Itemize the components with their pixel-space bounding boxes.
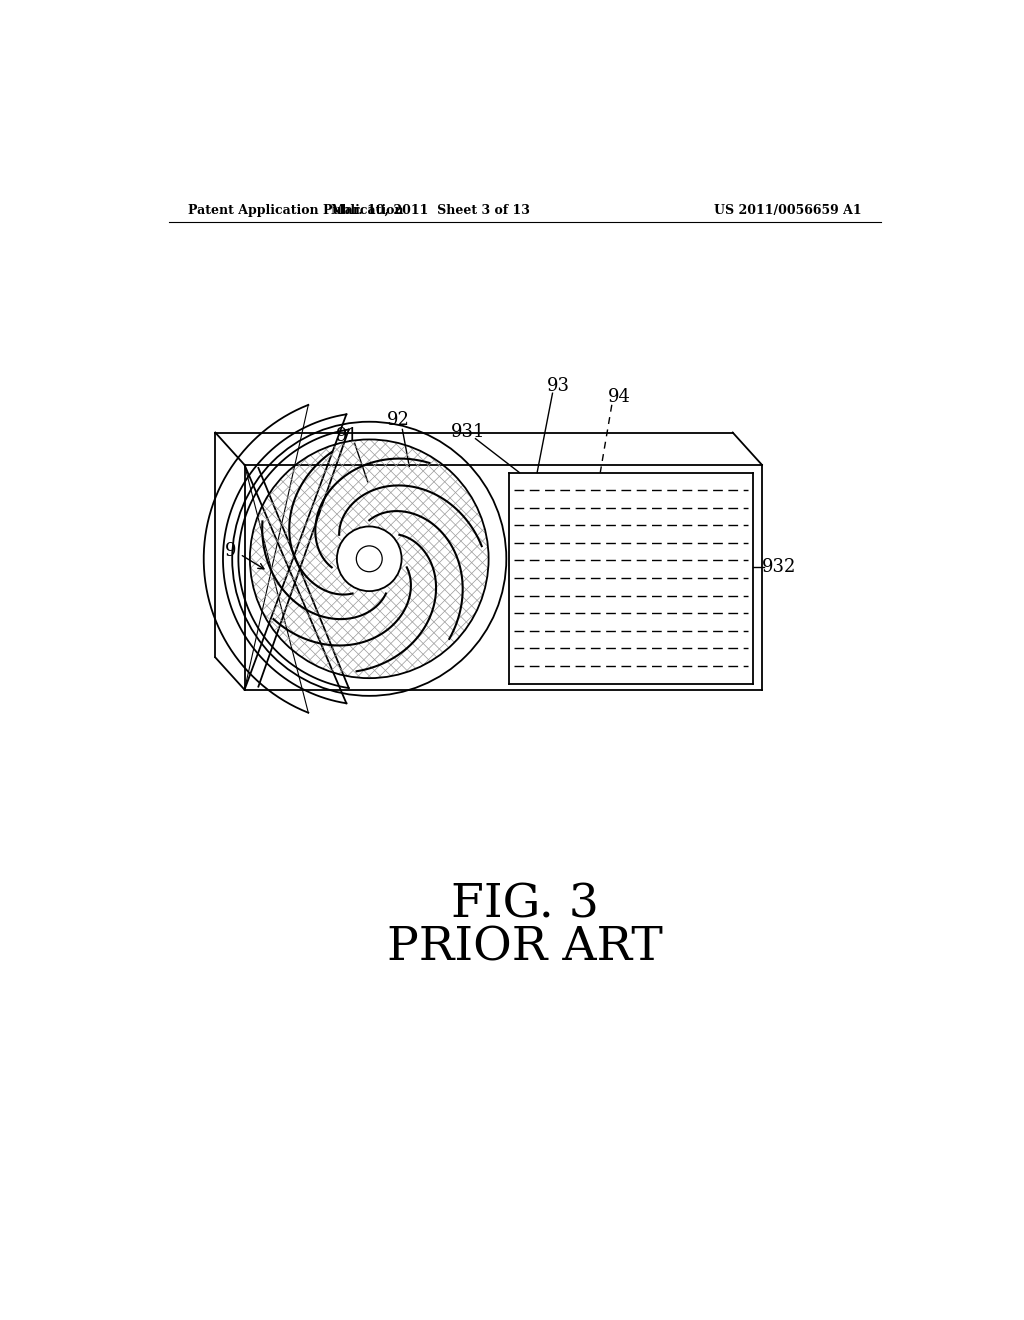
Text: Patent Application Publication: Patent Application Publication [188,205,403,218]
Text: Mar. 10, 2011  Sheet 3 of 13: Mar. 10, 2011 Sheet 3 of 13 [332,205,530,218]
Text: 93: 93 [547,376,570,395]
Text: 92: 92 [387,412,410,429]
Text: 9: 9 [225,543,237,560]
Text: FIG. 3: FIG. 3 [451,883,599,928]
Text: 932: 932 [762,557,796,576]
Text: 91: 91 [336,426,359,445]
Text: US 2011/0056659 A1: US 2011/0056659 A1 [715,205,862,218]
Circle shape [337,527,401,591]
Text: 94: 94 [608,388,631,407]
Text: 931: 931 [451,422,485,441]
Text: PRIOR ART: PRIOR ART [387,925,663,970]
